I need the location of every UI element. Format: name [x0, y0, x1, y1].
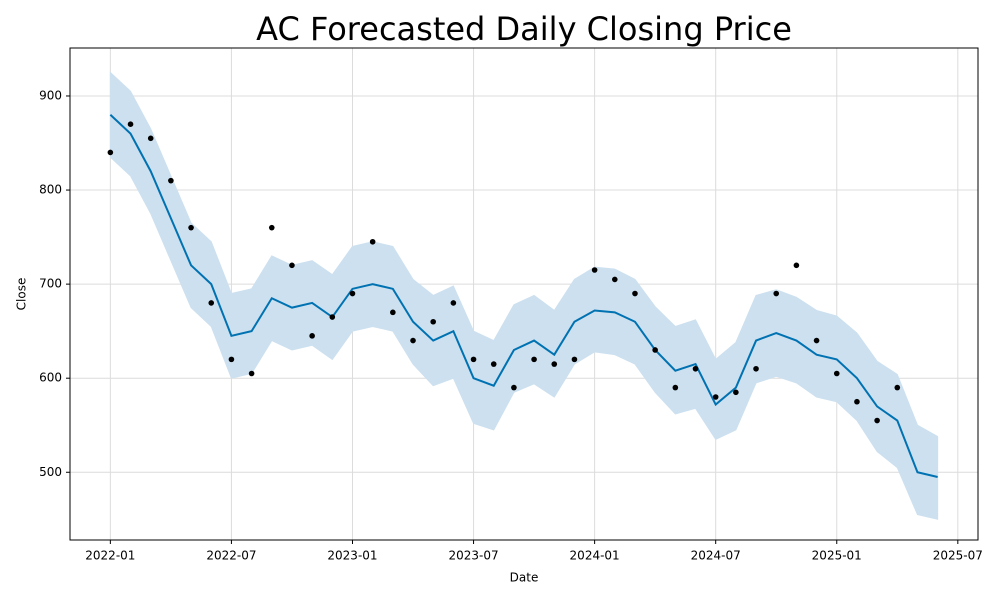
uncertainty-band — [109, 71, 939, 520]
observed-point — [208, 300, 215, 306]
observed-point — [390, 309, 396, 316]
observed-point — [753, 365, 759, 372]
x-tick-label: 2023-07 — [448, 549, 498, 563]
y-tick-label: 500 — [39, 465, 62, 479]
observed-point — [430, 318, 437, 325]
observed-point — [591, 267, 598, 273]
observed-point — [248, 370, 255, 377]
observed-point — [773, 290, 780, 297]
observed-point — [329, 314, 336, 320]
observed-point — [813, 337, 820, 344]
observed-point — [672, 384, 679, 391]
observed-point — [833, 370, 840, 377]
observed-point — [874, 417, 880, 424]
y-tick-label: 800 — [39, 183, 62, 197]
x-tick-label: 2022-01 — [85, 549, 135, 563]
x-tick-label: 2022-07 — [206, 549, 256, 563]
observed-point — [289, 262, 295, 269]
observed-point — [188, 224, 194, 231]
observed-point — [309, 333, 315, 339]
observed-point — [733, 389, 739, 396]
x-axis-label: Date — [510, 571, 539, 585]
x-tick-label: 2024-07 — [691, 549, 741, 563]
x-tick-label: 2025-07 — [933, 549, 983, 563]
observed-point — [147, 135, 154, 142]
observed-point — [612, 276, 618, 283]
observed-point — [511, 384, 517, 391]
observed-point — [268, 224, 275, 231]
y-axis-label: Close — [15, 278, 29, 311]
chart-title: AC Forecasted Daily Closing Price — [256, 10, 792, 48]
observed-point — [127, 121, 134, 127]
y-tick-label: 900 — [39, 88, 62, 102]
x-tick-label: 2025-01 — [812, 549, 862, 563]
observed-point — [854, 398, 860, 405]
observed-point — [571, 356, 578, 363]
observed-point — [228, 356, 235, 363]
x-tick-label: 2024-01 — [570, 549, 620, 563]
y-tick-label: 700 — [39, 277, 62, 291]
observed-point — [793, 262, 800, 269]
x-tick-label: 2023-01 — [327, 549, 377, 563]
axes-frame — [69, 47, 979, 541]
observed-point — [652, 347, 658, 353]
observed-point — [712, 394, 719, 400]
observed-point — [410, 337, 416, 344]
observed-point — [168, 177, 174, 184]
observed-point — [490, 361, 497, 367]
observed-point — [107, 149, 114, 156]
observed-point — [632, 290, 638, 297]
y-tick-label: 600 — [39, 371, 62, 385]
forecast-line — [109, 114, 938, 478]
observed-point — [894, 384, 901, 391]
observed-point — [551, 361, 558, 367]
observed-point — [369, 238, 376, 245]
observed-point — [349, 290, 356, 297]
observed-point — [692, 365, 699, 372]
plot-area — [70, 48, 978, 540]
observed-point — [450, 300, 457, 306]
observed-point — [531, 356, 537, 363]
observed-point — [470, 356, 477, 363]
